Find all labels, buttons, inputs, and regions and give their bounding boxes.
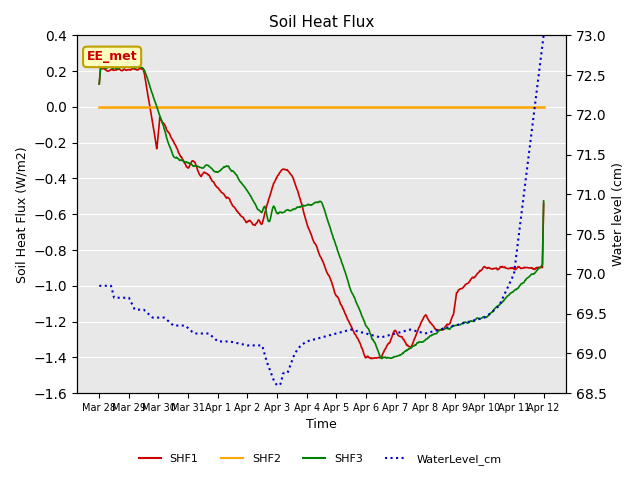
SHF1 <box>136 65 144 71</box>
SHF1 <box>540 201 547 206</box>
WaterLevel_cm <box>149 315 157 321</box>
SHF3 <box>106 63 113 69</box>
Line: SHF1: SHF1 <box>99 68 543 359</box>
SHF1 <box>389 331 397 337</box>
SHF1 <box>367 356 375 361</box>
SHF3 <box>540 198 547 204</box>
SHF3 <box>376 351 383 357</box>
SHF1 <box>195 170 203 176</box>
SHF2 <box>95 104 103 110</box>
WaterLevel_cm <box>388 332 396 337</box>
WaterLevel_cm <box>273 382 281 388</box>
Title: Soil Heat Flux: Soil Heat Flux <box>269 15 374 30</box>
SHF2 <box>149 104 157 110</box>
SHF3 <box>218 166 226 171</box>
SHF2 <box>104 104 111 110</box>
Text: EE_met: EE_met <box>87 50 138 63</box>
Y-axis label: Water level (cm): Water level (cm) <box>612 162 625 266</box>
WaterLevel_cm <box>218 338 225 344</box>
SHF1 <box>95 81 103 87</box>
WaterLevel_cm <box>376 334 383 340</box>
SHF3 <box>378 356 385 361</box>
SHF3 <box>95 81 103 87</box>
SHF2 <box>375 104 383 110</box>
SHF1 <box>150 126 157 132</box>
SHF2 <box>195 104 202 110</box>
SHF3 <box>150 95 157 100</box>
SHF1 <box>218 190 226 196</box>
Legend: SHF1, SHF2, SHF3, WaterLevel_cm: SHF1, SHF2, SHF3, WaterLevel_cm <box>134 450 506 469</box>
SHF2 <box>218 104 225 110</box>
SHF2 <box>388 104 396 110</box>
SHF3 <box>195 164 203 169</box>
SHF1 <box>104 68 111 74</box>
WaterLevel_cm <box>195 331 202 336</box>
SHF2 <box>540 104 547 110</box>
SHF3 <box>104 65 111 71</box>
SHF1 <box>376 355 384 361</box>
X-axis label: Time: Time <box>306 419 337 432</box>
SHF3 <box>389 355 397 360</box>
Line: WaterLevel_cm: WaterLevel_cm <box>99 36 543 385</box>
WaterLevel_cm <box>95 283 103 288</box>
WaterLevel_cm <box>540 33 547 38</box>
Y-axis label: Soil Heat Flux (W/m2): Soil Heat Flux (W/m2) <box>15 146 28 283</box>
Line: SHF3: SHF3 <box>99 66 543 359</box>
WaterLevel_cm <box>104 283 111 288</box>
